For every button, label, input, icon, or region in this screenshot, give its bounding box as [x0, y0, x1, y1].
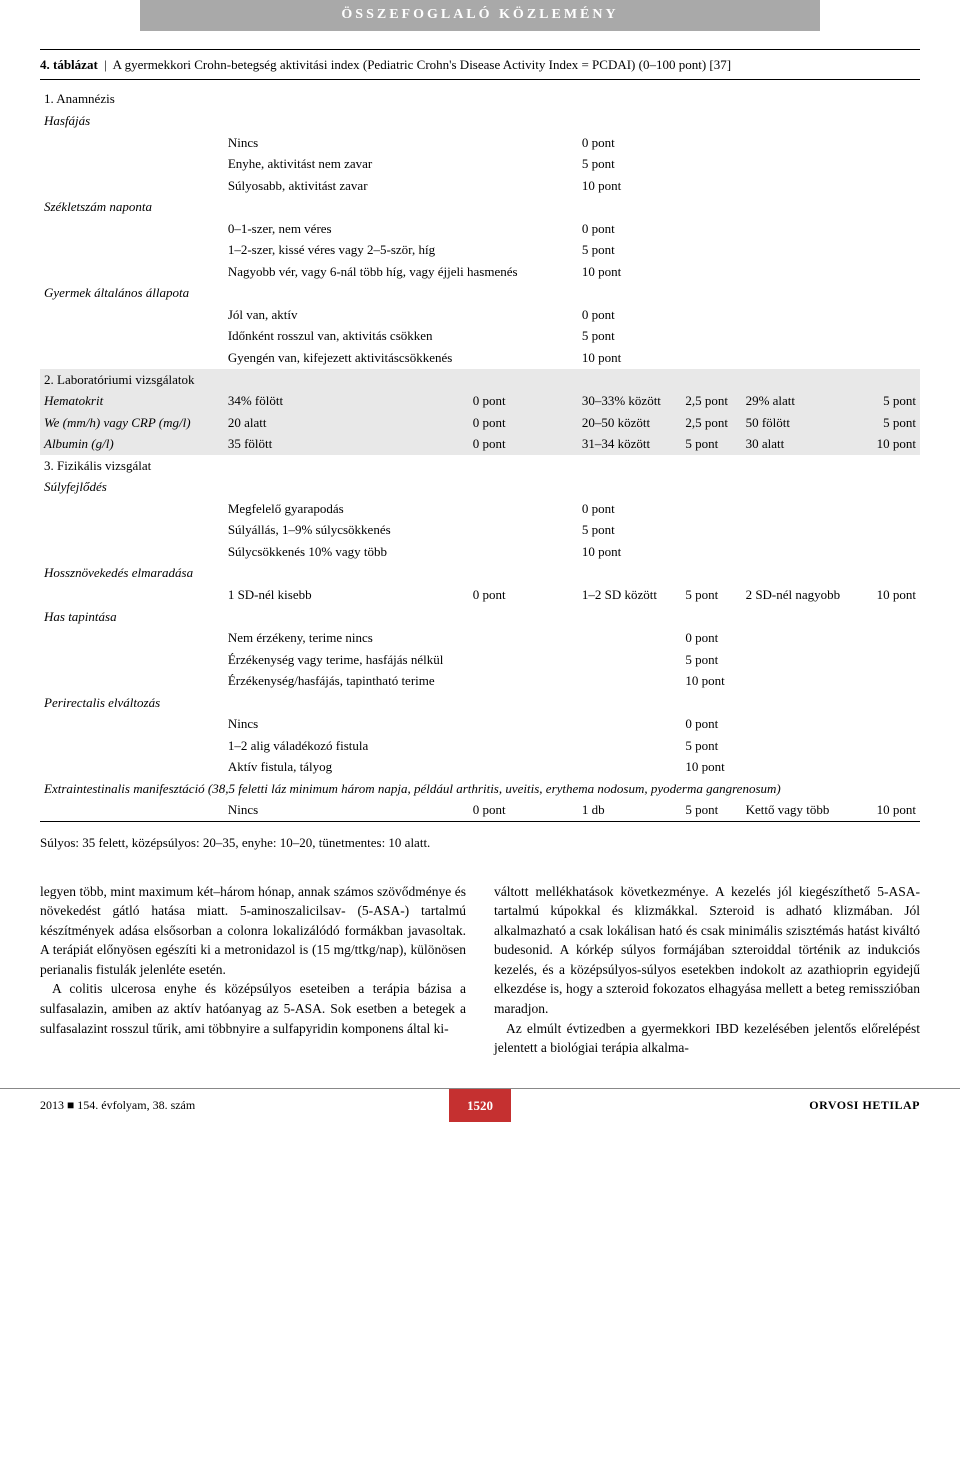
- row-points: 5 pont: [578, 153, 682, 175]
- row-label: Gyengén van, kifejezett aktivitáscsökken…: [224, 347, 578, 369]
- paragraph: legyen több, mint maximum két–három hóna…: [40, 882, 466, 980]
- body-text-left: legyen több, mint maximum két–három hóna…: [40, 882, 466, 1058]
- page-content: 4. táblázat | A gyermekkori Crohn-betegs…: [0, 49, 960, 1058]
- body-text-right: váltott mellékhatások következménye. A k…: [494, 882, 920, 1058]
- row-points: 10 pont: [864, 584, 920, 606]
- sec3-c-head: Has tapintása: [40, 606, 920, 628]
- row-points: 0 pont: [578, 304, 682, 326]
- row-label: 1–2 SD között: [578, 584, 682, 606]
- row-label: Enyhe, aktivitást nem zavar: [224, 153, 578, 175]
- lab-cell: 29% alatt: [742, 390, 864, 412]
- row-points: 10 pont: [578, 541, 682, 563]
- sec3-title: 3. Fizikális vizsgálat: [40, 455, 920, 477]
- row-points: 0 pont: [578, 498, 682, 520]
- row-points: 10 pont: [864, 799, 920, 821]
- lab-cell: 20 alatt: [224, 412, 469, 434]
- lab-cell: 10 pont: [864, 433, 920, 455]
- table-caption-label: 4. táblázat: [40, 57, 98, 72]
- sec2-title: 2. Laboratóriumi vizsgálatok: [40, 369, 920, 391]
- row-points: 5 pont: [681, 735, 863, 757]
- footer-journal-name: ORVOSI HETILAP: [511, 1089, 960, 1123]
- row-points: 5 pont: [681, 584, 741, 606]
- pcdai-table: 1. Anamnézis Hasfájás Nincs0 pont Enyhe,…: [40, 88, 920, 822]
- row-label: Nincs: [224, 132, 578, 154]
- paragraph: Az elmúlt évtizedben a gyermekkori IBD k…: [494, 1019, 920, 1058]
- lab-name: Albumin (g/l): [40, 433, 224, 455]
- lab-cell: 2,5 pont: [681, 412, 741, 434]
- row-points: 5 pont: [578, 239, 682, 261]
- lab-cell: 0 pont: [469, 433, 578, 455]
- row-label: Jól van, aktív: [224, 304, 578, 326]
- row-points: 10 pont: [578, 347, 682, 369]
- row-points: 0 pont: [578, 132, 682, 154]
- row-points: 5 pont: [681, 649, 863, 671]
- row-label: 0–1-szer, nem véres: [224, 218, 578, 240]
- lab-cell: 2,5 pont: [681, 390, 741, 412]
- row-label: Súlyállás, 1–9% súlycsökkenés: [224, 519, 578, 541]
- row-points: 0 pont: [469, 799, 578, 821]
- row-points: 0 pont: [469, 584, 578, 606]
- page-footer: 2013 ■ 154. évfolyam, 38. szám 1520 ORVO…: [0, 1088, 960, 1123]
- lab-name: Hematokrit: [40, 390, 224, 412]
- row-points: 10 pont: [578, 175, 682, 197]
- lab-cell: 50 fölött: [742, 412, 864, 434]
- lab-cell: 5 pont: [864, 390, 920, 412]
- severity-footnote: Súlyos: 35 felett, középsúlyos: 20–35, e…: [40, 834, 920, 852]
- lab-cell: 5 pont: [681, 433, 741, 455]
- row-label: Súlycsökkenés 10% vagy több: [224, 541, 578, 563]
- lab-cell: 5 pont: [864, 412, 920, 434]
- sec1-title: 1. Anamnézis: [40, 88, 920, 110]
- lab-cell: 31–34 között: [578, 433, 682, 455]
- row-points: 0 pont: [578, 218, 682, 240]
- section-header-band: ÖSSZEFOGLALÓ KÖZLEMÉNY: [140, 0, 820, 31]
- row-label: 1–2 alig váladékozó fistula: [224, 735, 682, 757]
- row-label: Aktív fistula, tályog: [224, 756, 682, 778]
- sec1-c-head: Gyermek általános állapota: [40, 282, 920, 304]
- table-caption: 4. táblázat | A gyermekkori Crohn-betegs…: [40, 49, 920, 81]
- row-points: 10 pont: [578, 261, 682, 283]
- sec1-a-head: Hasfájás: [40, 110, 920, 132]
- row-points: 0 pont: [681, 713, 863, 735]
- row-label: 2 SD-nél nagyobb: [742, 584, 864, 606]
- row-label: Érzékenység/hasfájás, tapintható terime: [224, 670, 682, 692]
- sec1-b-head: Székletszám naponta: [40, 196, 920, 218]
- row-label: Kettő vagy több: [742, 799, 864, 821]
- lab-cell: 35 fölött: [224, 433, 469, 455]
- sec3-b-head: Hossznövekedés elmaradása: [40, 562, 920, 584]
- lab-cell: 0 pont: [469, 412, 578, 434]
- row-label: Érzékenység vagy terime, hasfájás nélkül: [224, 649, 682, 671]
- extraintest-label: Extraintestinalis manifesztáció (38,5 fe…: [40, 778, 920, 800]
- table-caption-text: A gyermekkori Crohn-betegség aktivitási …: [113, 57, 731, 72]
- lab-cell: 20–50 között: [578, 412, 682, 434]
- row-points: 5 pont: [681, 799, 741, 821]
- row-points: 10 pont: [681, 756, 863, 778]
- sec3-d-head: Perirectalis elváltozás: [40, 692, 920, 714]
- row-label: Nagyobb vér, vagy 6-nál több híg, vagy é…: [224, 261, 578, 283]
- paragraph: váltott mellékhatások következménye. A k…: [494, 882, 920, 1019]
- row-label: 1 SD-nél kisebb: [224, 584, 469, 606]
- row-label: 1 db: [578, 799, 682, 821]
- lab-cell: 30–33% között: [578, 390, 682, 412]
- lab-cell: 0 pont: [469, 390, 578, 412]
- row-points: 10 pont: [681, 670, 863, 692]
- lab-cell: 30 alatt: [742, 433, 864, 455]
- paragraph: A colitis ulcerosa enyhe és középsúlyos …: [40, 979, 466, 1038]
- row-points: 5 pont: [578, 519, 682, 541]
- lab-name: We (mm/h) vagy CRP (mg/l): [40, 412, 224, 434]
- lab-cell: 34% fölött: [224, 390, 469, 412]
- body-text-columns: legyen több, mint maximum két–három hóna…: [40, 882, 920, 1058]
- footer-issue-info: 2013 ■ 154. évfolyam, 38. szám: [0, 1089, 449, 1123]
- row-label: Nincs: [224, 799, 469, 821]
- row-points: 5 pont: [578, 325, 682, 347]
- row-points: 0 pont: [681, 627, 863, 649]
- row-label: Megfelelő gyarapodás: [224, 498, 578, 520]
- row-label: Nem érzékeny, terime nincs: [224, 627, 682, 649]
- footer-page-number: 1520: [449, 1089, 511, 1123]
- row-label: Időnként rosszul van, aktivitás csökken: [224, 325, 578, 347]
- sec3-a-head: Súlyfejlődés: [40, 476, 920, 498]
- row-label: Súlyosabb, aktivitást zavar: [224, 175, 578, 197]
- row-label: Nincs: [224, 713, 682, 735]
- row-label: 1–2-szer, kissé véres vagy 2–5-ször, híg: [224, 239, 578, 261]
